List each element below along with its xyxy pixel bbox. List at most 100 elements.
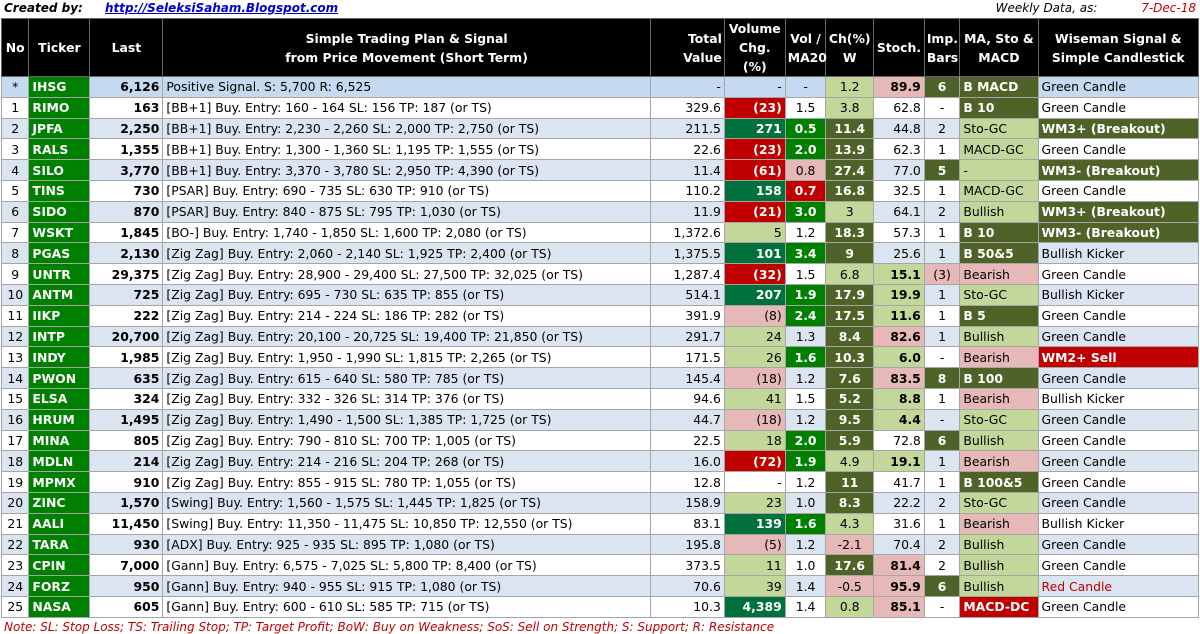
cell-volume: 139 [723, 512, 786, 535]
cell-last: 1,845 [89, 221, 164, 244]
cell-ma: Bullish [959, 554, 1039, 577]
cell-no: 4 [0, 159, 30, 181]
cell-volume: (5) [723, 533, 786, 556]
cell-ch: 17.5 [825, 304, 875, 327]
cell-ma: Bullish [959, 325, 1039, 348]
cell-ch: 8.3 [825, 491, 875, 514]
cell-vol: 1.0 [784, 491, 827, 514]
cell-volume: (21) [723, 200, 786, 223]
cell-plan: [Zig Zag] Buy. Entry: 615 - 640 SL: 580 … [162, 367, 651, 389]
cell-ma: Bearish [959, 263, 1039, 285]
cell-stoch: 62.8 [873, 96, 925, 119]
cell-imp: - [923, 595, 961, 618]
cell-no: 9 [0, 263, 30, 285]
cell-ma: Bearish [959, 387, 1039, 410]
cell-stoch: 44.8 [873, 117, 925, 140]
cell-ma: Sto-GC [959, 491, 1039, 514]
col-vol-ma20: Vol / MA20 [784, 18, 827, 77]
cell-volume: 41 [723, 387, 786, 410]
cell-imp: 1 [923, 242, 961, 265]
cell-imp: 1 [923, 471, 961, 493]
cell-value: 16.0 [649, 450, 725, 473]
cell-wise: Green Candle [1037, 450, 1200, 473]
cell-ma: MACD-GC [959, 138, 1039, 161]
cell-last: 163 [89, 96, 164, 119]
table-row: 9 UNTR 29,375 [Zig Zag] Buy. Entry: 28,900 … [0, 263, 1200, 285]
cell-wise: WM2+ Sell [1037, 346, 1200, 369]
cell-stoch: 22.2 [873, 491, 925, 514]
cell-ch: 5.2 [825, 387, 875, 410]
col-ticker: Ticker [28, 18, 91, 77]
cell-imp: 2 [923, 200, 961, 223]
created-by: Created by: http://SeleksiSaham.Blogspot… [4, 1, 338, 15]
cell-volume: 5 [723, 221, 786, 244]
cell-vol: 2.4 [784, 304, 827, 327]
cell-value: 10.3 [649, 595, 725, 618]
cell-ticker: WSKT [28, 221, 91, 244]
cell-value: 1,372.6 [649, 221, 725, 244]
cell-ch: 0.8 [825, 595, 875, 618]
cell-stoch: 11.6 [873, 304, 925, 327]
cell-wise: Green Candle [1037, 76, 1200, 98]
cell-stoch: 57.3 [873, 221, 925, 244]
cell-imp: 6 [923, 429, 961, 452]
cell-ma: Bullish [959, 429, 1039, 452]
table-header: No Ticker Last Simple Trading Plan & Sig… [0, 18, 1200, 77]
cell-ma: Bullish [959, 200, 1039, 223]
cell-no: 19 [0, 471, 30, 493]
cell-last: 29,375 [89, 263, 164, 285]
weekly-label: Weekly Data, as: [995, 1, 1098, 15]
cell-ma: B 100 [959, 367, 1039, 389]
cell-plan: [Zig Zag] Buy. Entry: 332 - 326 SL: 314 … [162, 387, 651, 410]
col-plan: Simple Trading Plan & Signal from Price M… [162, 18, 651, 77]
cell-no: 11 [0, 304, 30, 327]
cell-value: 22.6 [649, 138, 725, 161]
cell-no: 14 [0, 367, 30, 389]
cell-last: 11,450 [89, 512, 164, 535]
cell-value: 211.5 [649, 117, 725, 140]
cell-no: 15 [0, 387, 30, 410]
cell-volume: (23) [723, 96, 786, 119]
cell-ma: B 50&5 [959, 242, 1039, 265]
col-no: No [0, 18, 30, 77]
cell-ticker: PWON [28, 367, 91, 389]
cell-ma: MACD-GC [959, 179, 1039, 202]
cell-stoch: 32.5 [873, 179, 925, 202]
cell-last: 730 [89, 179, 164, 202]
cell-no: 24 [0, 575, 30, 597]
cell-stoch: 95.9 [873, 575, 925, 597]
cell-ma: B 5 [959, 304, 1039, 327]
cell-wise: Green Candle [1037, 554, 1200, 577]
cell-volume: 207 [723, 283, 786, 306]
cell-volume: 4,389 [723, 595, 786, 618]
cell-plan: [Zig Zag] Buy. Entry: 695 - 730 SL: 635 … [162, 283, 651, 306]
cell-last: 324 [89, 387, 164, 410]
cell-wise: WM3- (Breakout) [1037, 221, 1200, 244]
cell-last: 870 [89, 200, 164, 223]
cell-volume: (18) [723, 408, 786, 431]
cell-value: 145.4 [649, 367, 725, 389]
cell-ch: 13.9 [825, 138, 875, 161]
cell-plan: [Zig Zag] Buy. Entry: 1,490 - 1,500 SL: … [162, 408, 651, 431]
cell-ma: B 10 [959, 96, 1039, 119]
cell-vol: 1.9 [784, 450, 827, 473]
cell-stoch: 72.8 [873, 429, 925, 452]
cell-vol: - [784, 76, 827, 98]
cell-plan: [PSAR] Buy. Entry: 690 - 735 SL: 630 TP:… [162, 179, 651, 202]
cell-stoch: 8.8 [873, 387, 925, 410]
cell-ticker: JPFA [28, 117, 91, 140]
cell-plan: [ADX] Buy. Entry: 925 - 935 SL: 895 TP: … [162, 533, 651, 556]
cell-ch: 9.5 [825, 408, 875, 431]
cell-vol: 1.4 [784, 595, 827, 618]
cell-last: 605 [89, 595, 164, 618]
cell-wise: WM3+ (Breakout) [1037, 117, 1200, 140]
cell-volume: 18 [723, 429, 786, 452]
cell-last: 20,700 [89, 325, 164, 348]
data-date: 7-Dec-18 [1141, 1, 1196, 15]
blog-link[interactable]: http://SeleksiSaham.Blogspot.com [105, 1, 339, 15]
cell-vol: 1.2 [784, 471, 827, 493]
cell-wise: Green Candle [1037, 491, 1200, 514]
cell-imp: 5 [923, 159, 961, 181]
cell-volume: - [723, 471, 786, 493]
cell-wise: Green Candle [1037, 533, 1200, 556]
